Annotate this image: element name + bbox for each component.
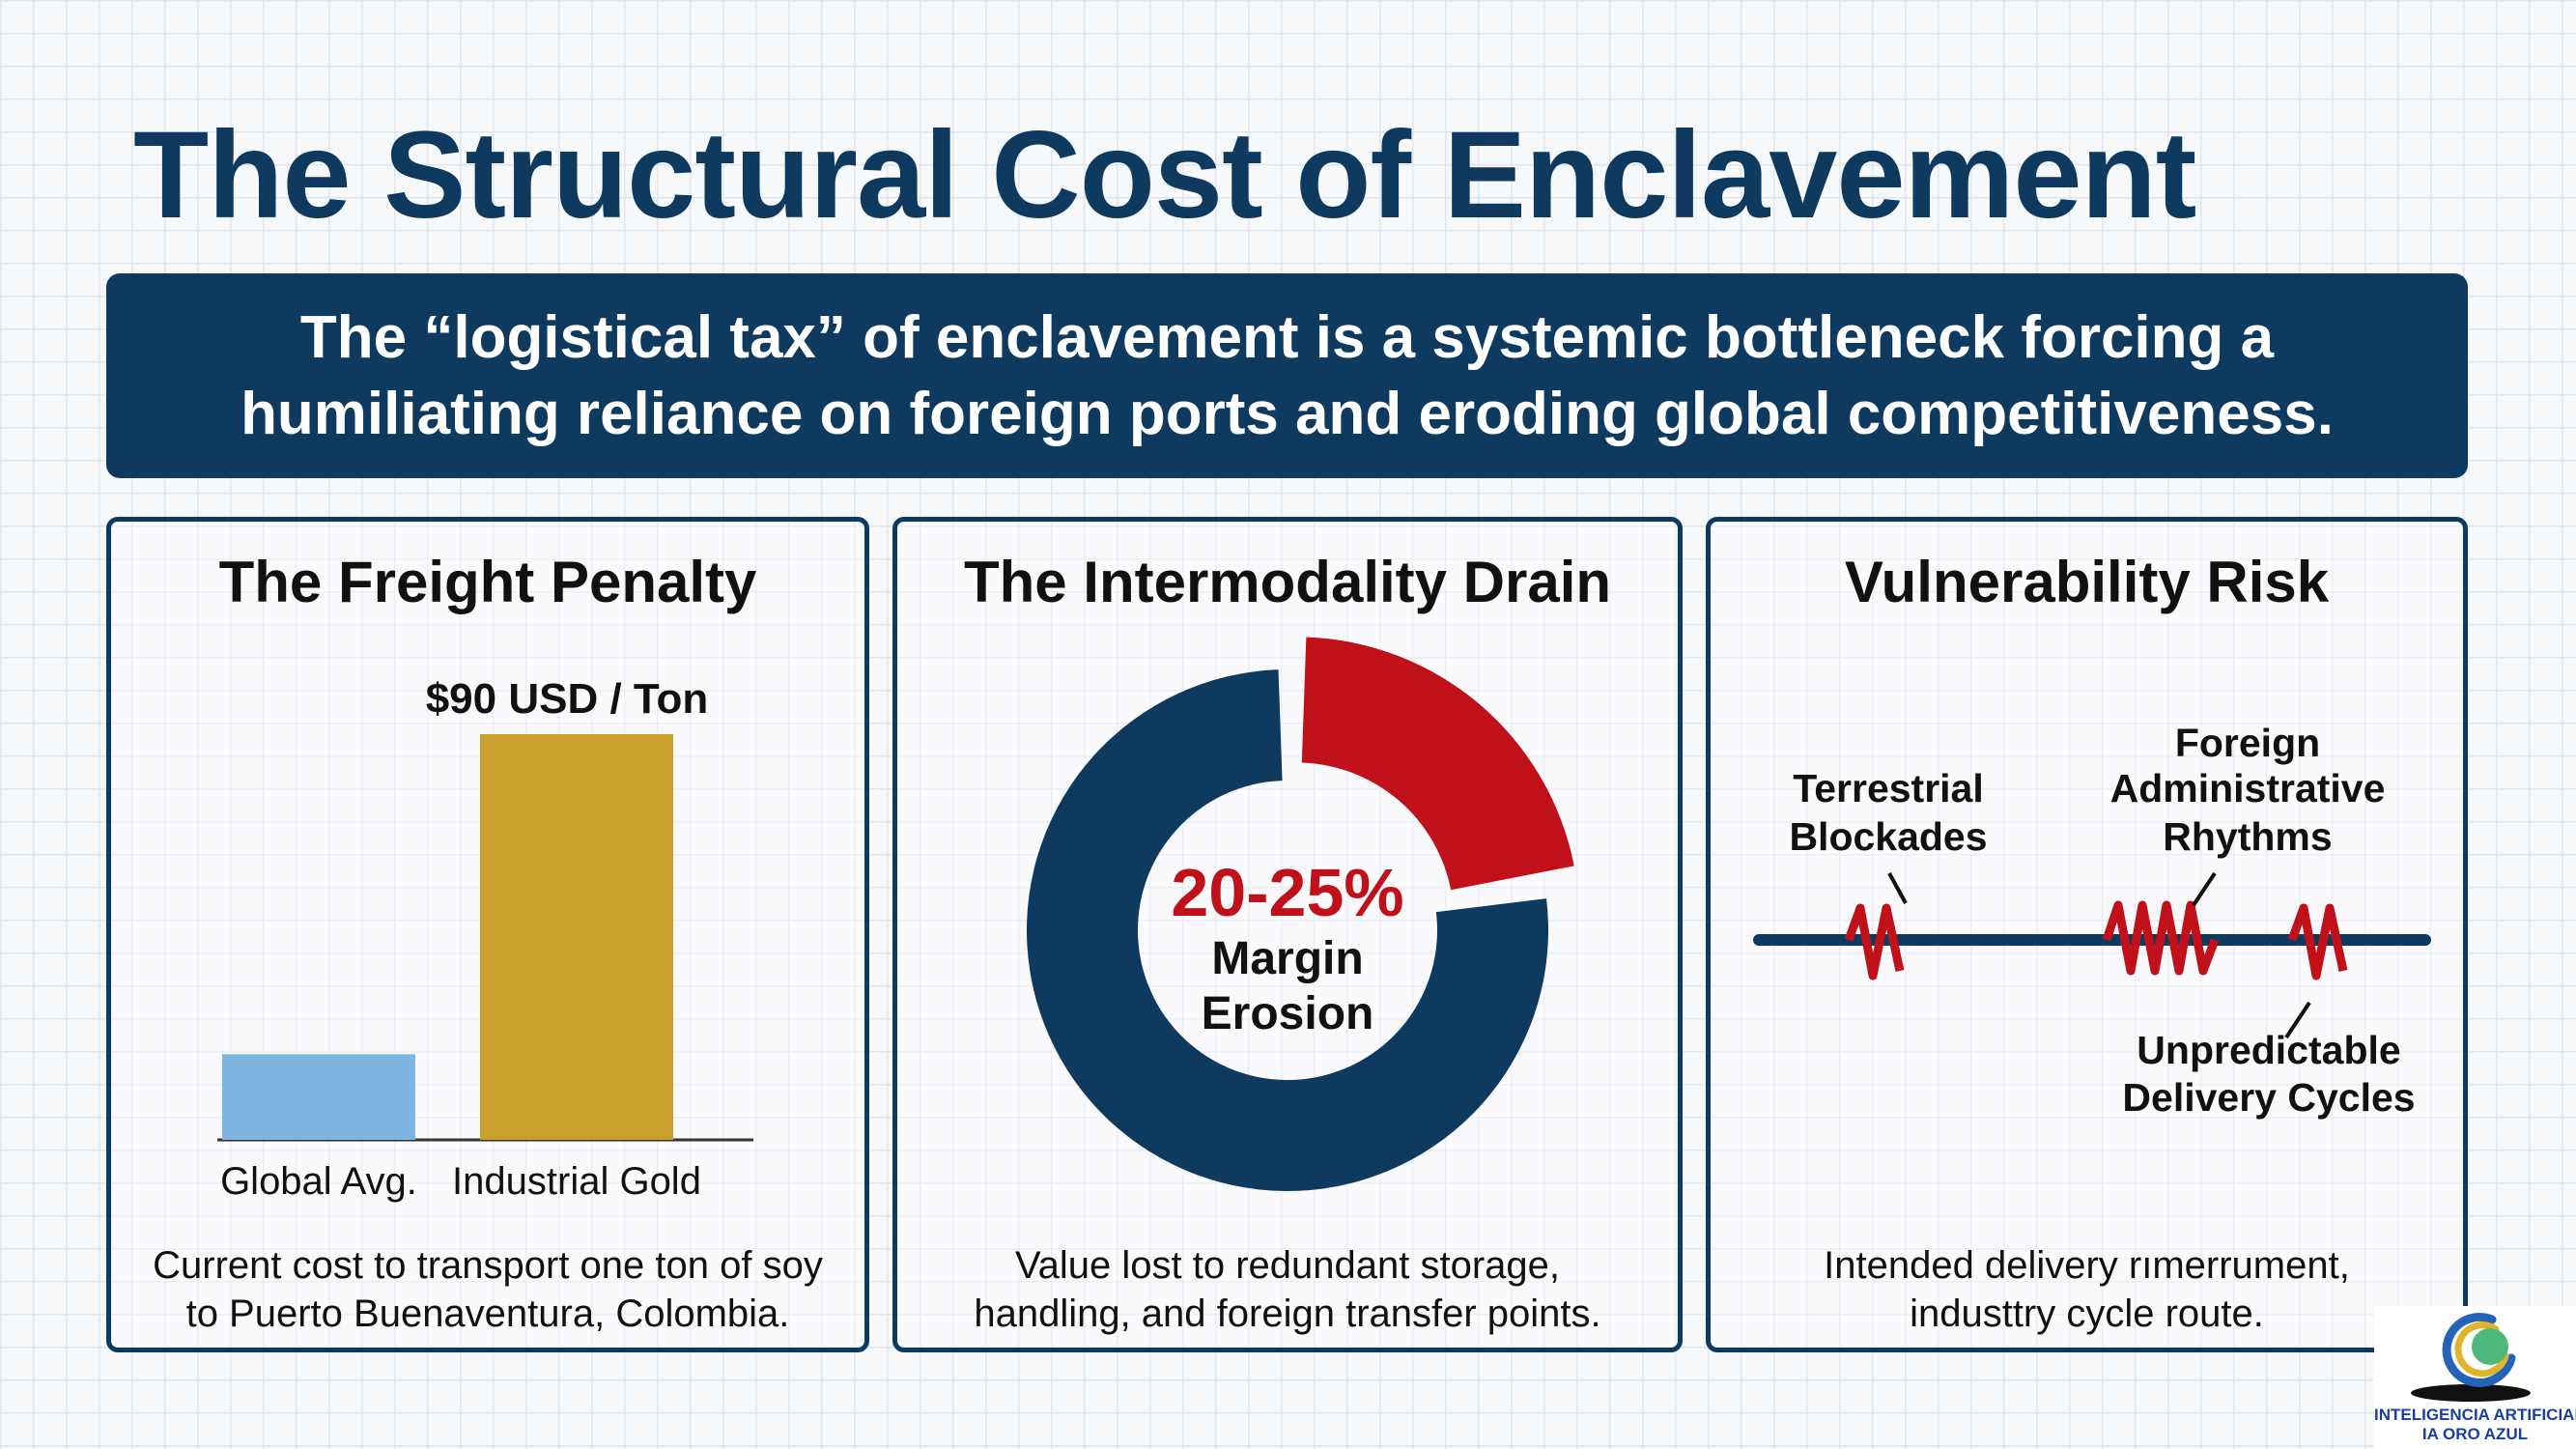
blockade-disruption-icon [1844,903,1905,980]
drain-caption-line-2: handling, and foreign transfer points. [974,1293,1601,1335]
intermodality-drain-caption: Value lost to redundant storage, handlin… [897,1241,1678,1338]
drain-caption-line-1: Value lost to redundant storage, [1014,1244,1561,1287]
foreign-leader-line [2192,871,2217,907]
freight-penalty-title: The Freight Penalty [218,550,757,614]
terrestrial-label-line-1: Terrestrial [1793,766,1984,810]
bar-2 [480,734,673,1140]
unpredictable-label-line-1: Unpredictable [2137,1028,2400,1072]
freight-penalty-caption: Current cost to transport one ton of soy… [111,1241,864,1338]
bar-value-label-2: $90 USD / Ton [426,675,709,723]
logo-emblem-icon [2411,1312,2531,1402]
vulnerability-caption-line-2: industtry cycle route. [1910,1293,2264,1335]
unpredictable-label-line-2: Delivery Cycles [2122,1075,2415,1120]
administrative-disruption-icon [2102,900,2220,976]
bar-category-label-2: Industrial Gold [452,1160,701,1203]
ia-oro-azul-logo: INTELIGENCIA ARTIFICIAL IA ORO AZUL [2374,1306,2576,1449]
donut-center-label-line-2: Erosion [1202,988,1374,1039]
vulnerability-risk-title: Vulnerability Risk [1844,550,2330,614]
logo-text-line-1: INTELIGENCIA ARTIFICIAL [2374,1406,2576,1424]
vulnerability-timeline-diagram: Terrestrial Blockades Foreign Administra… [1753,721,2431,1120]
bar-1 [222,1054,415,1140]
donut-center-label-line-1: Margin [1211,933,1363,984]
page-title: The Structural Cost of Enclavement [133,106,2196,244]
donut-slice-2 [1027,669,1548,1191]
freight-penalty-panel: The Freight Penalty Global Avg. Industria… [106,517,869,1352]
foreign-label-line-2: Administrative [2110,766,2386,810]
freight-caption-line-2: to Puerto Buenaventura, Colombia. [185,1293,790,1335]
bar-category-label-1: Global Avg. [220,1160,417,1203]
freight-caption-line-1: Current cost to transport one ton of soy [153,1244,823,1287]
vulnerability-risk-caption: Intended delivery rımerrument, industtry… [1711,1241,2463,1338]
freight-bar-chart: Global Avg. Industrial Gold $90 USD / Ton [217,675,753,1203]
foreign-label-line-1: Foreign [2175,721,2320,765]
summary-banner-text: The “logistical tax” of enclavement is a… [241,303,2334,447]
logo-text-line-2: IA ORO AZUL [2421,1425,2529,1443]
delivery-cycle-disruption-icon [2287,903,2348,980]
intermodality-drain-panel: The Intermodality Drain 20-25% Margin Eros… [892,517,1683,1352]
unpredictable-leader-line [2284,1001,2311,1039]
donut-center-value: 20-25% [1171,855,1403,930]
donut-slice-1 [1301,637,1574,891]
vulnerability-risk-panel: Vulnerability Risk Terrestrial Blockades… [1706,517,2468,1352]
foreign-label-line-3: Rhythms [2163,814,2332,859]
terrestrial-label-line-2: Blockades [1789,814,1987,859]
terrestrial-leader-line [1887,872,1908,904]
vulnerability-caption-line-1: Intended delivery rımerrument, [1824,1244,2350,1287]
intermodality-drain-title: The Intermodality Drain [963,550,1612,614]
summary-banner: The “logistical tax” of enclavement is a… [106,273,2468,478]
